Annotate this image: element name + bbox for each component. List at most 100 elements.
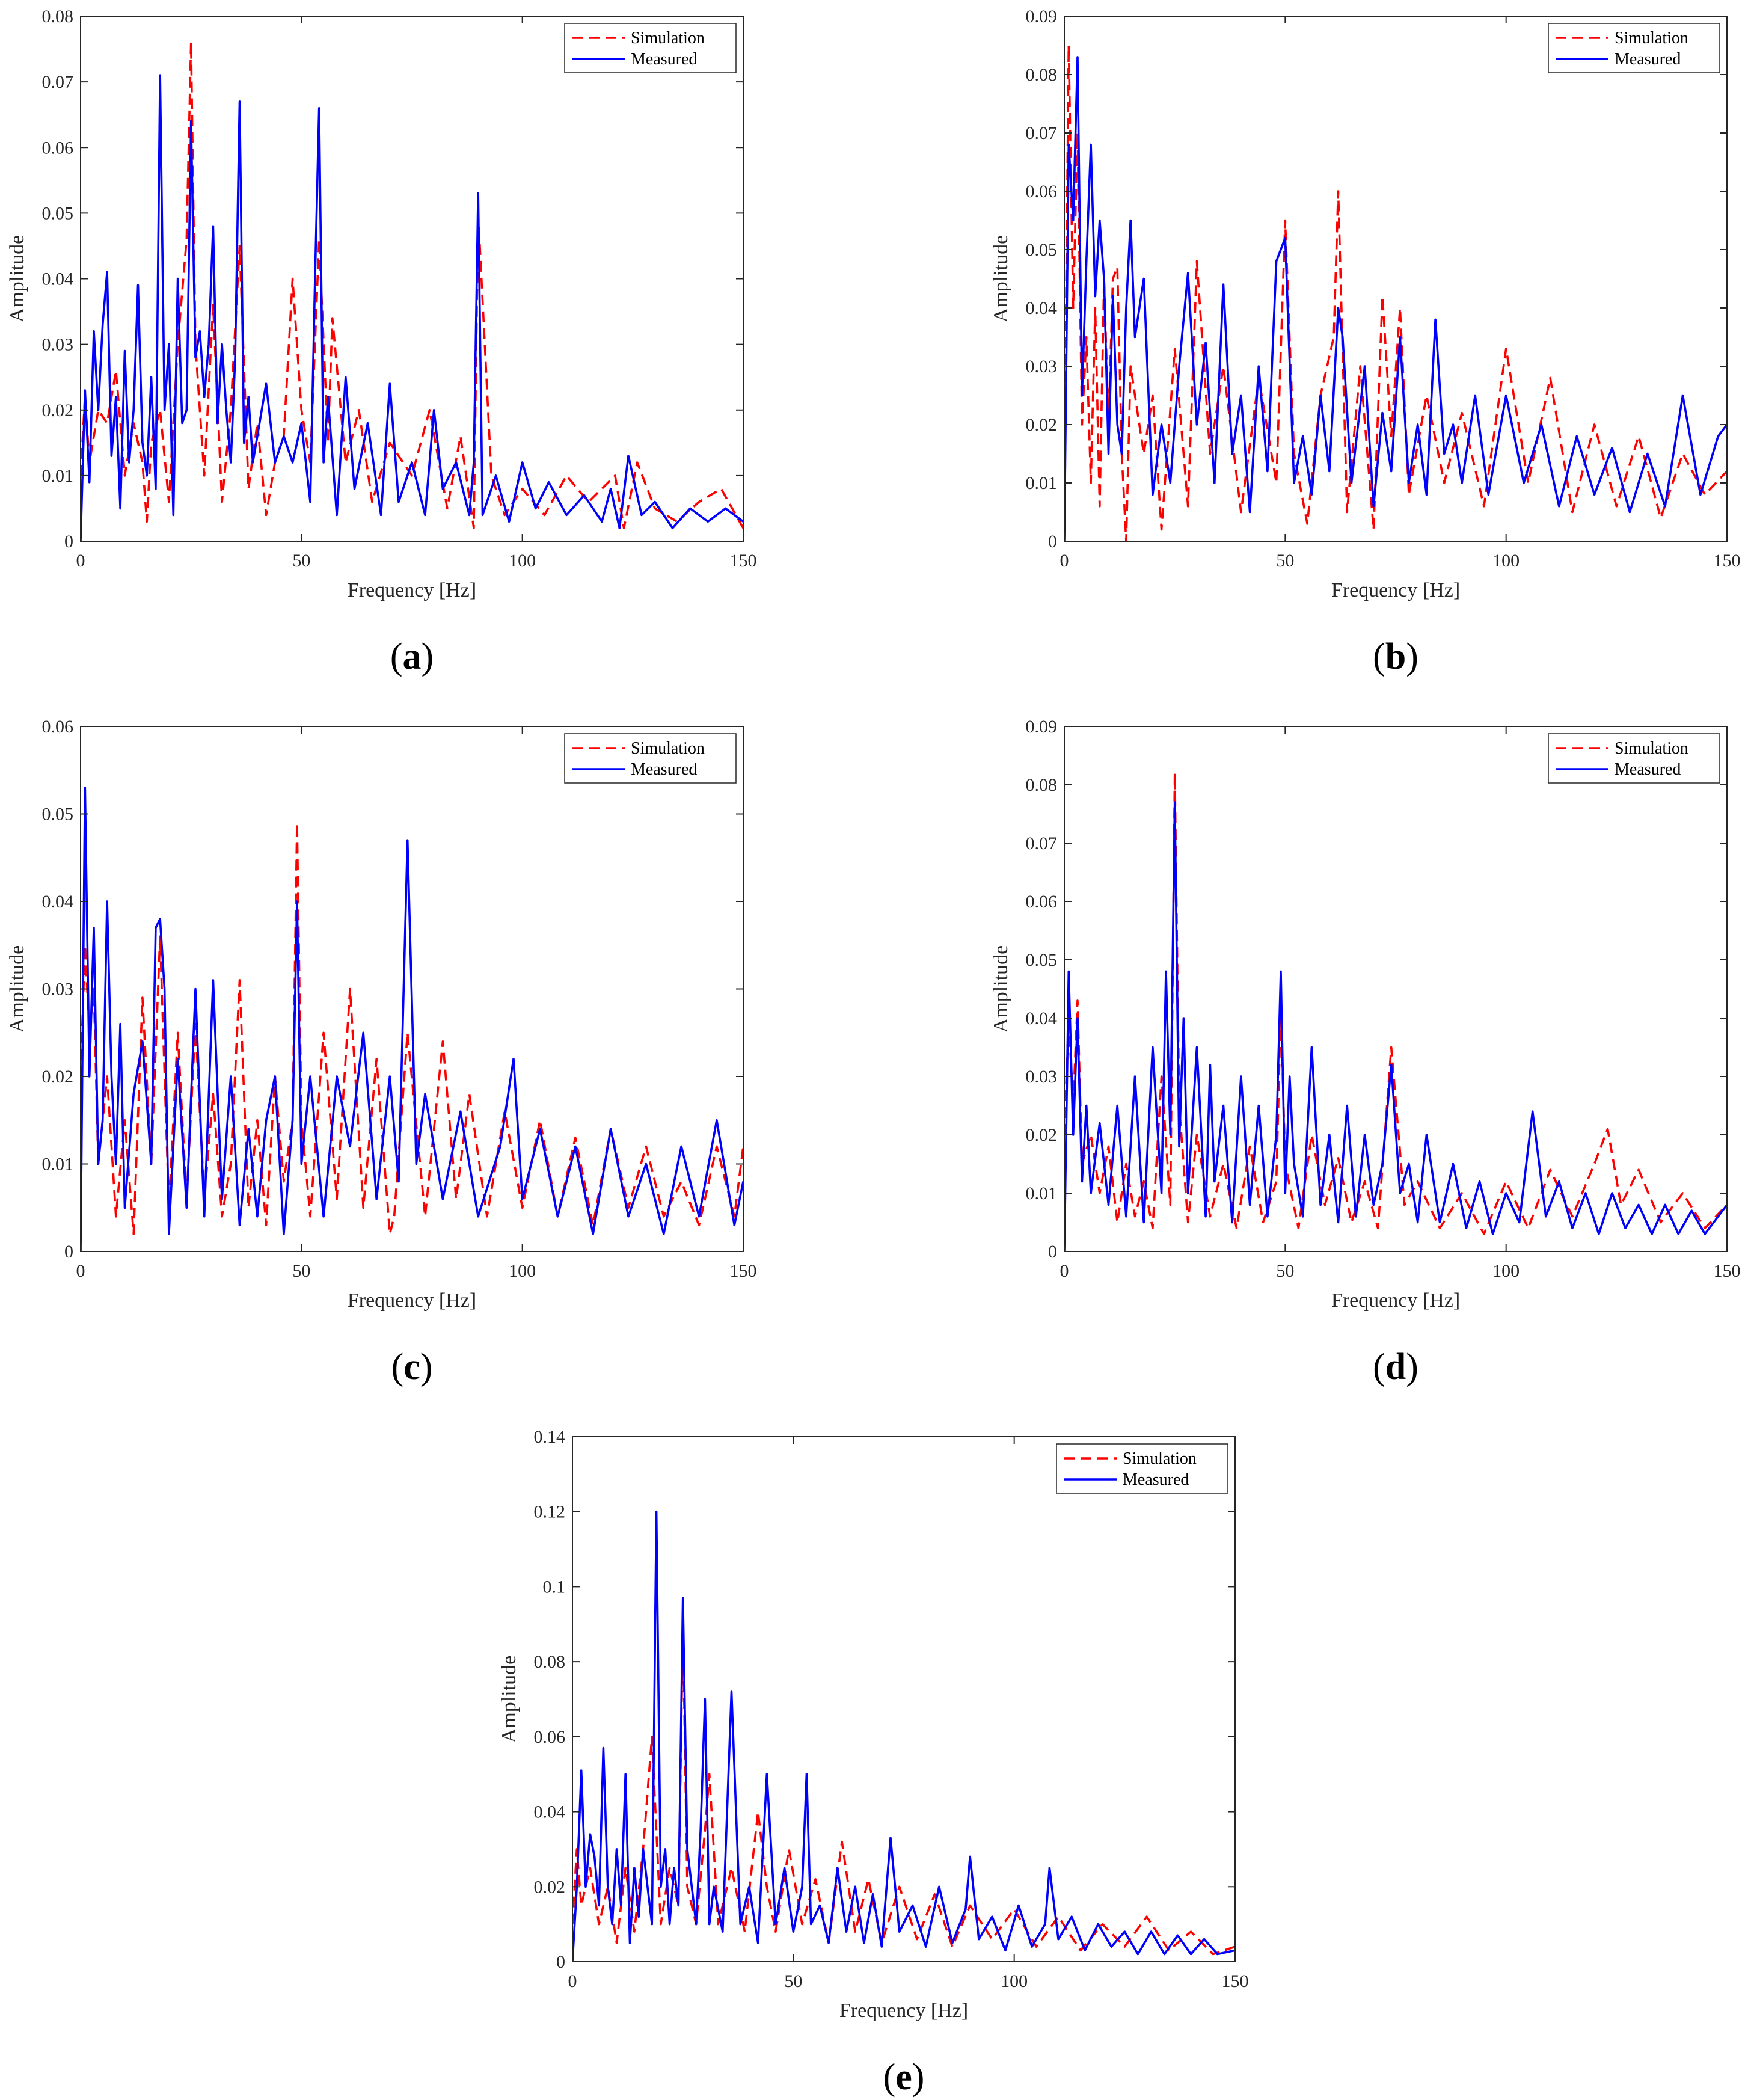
x-tick-label: 0 [1060,551,1069,571]
axes-box [1064,726,1728,1252]
y-tick-label: 0 [556,1952,565,1972]
plot-area [1064,726,1727,1251]
y-axis-label: Amplitude [498,1656,520,1743]
x-axis-label: Frequency [Hz] [1331,1289,1460,1312]
series-line-simulation [1064,44,1727,541]
x-tick-label: 50 [292,551,310,571]
series-line-measured [1064,56,1727,541]
y-tick-label: 0.12 [534,1502,566,1522]
y-tick-label: 0.02 [534,1877,566,1897]
legend-box [1056,1443,1228,1494]
legend: Simulation Measured [1548,23,1720,73]
chart-panel-d: 0 50 100 150 0 0.01 0.02 0.03 0.04 0.05 0.06 0.07 0.… [990,717,1741,1387]
series-group [1064,44,1727,541]
chart-panel-e: 0 50 100 150 0 0.02 0.04 0.06 0.08 0.1 0.12 0.14 Fre… [498,1427,1249,2098]
x-tick-label: 150 [1714,1261,1741,1281]
y-tick-label: 0.02 [42,1067,74,1087]
y-tick-label: 0.05 [42,203,74,223]
legend-label-measured: Measured [1615,50,1681,69]
chart-panel-a: 0 50 100 150 0 0.01 0.02 0.03 0.04 0.05 0.06 0.07 0.… [6,7,757,677]
panel-caption: (a) [390,636,434,677]
series-group [81,787,743,1251]
y-tick-label: 0 [1048,532,1057,551]
x-tick-label: 150 [730,1261,757,1281]
legend-label-simulation: Simulation [1123,1449,1197,1468]
y-tick-label: 0.08 [42,7,74,26]
y-tick-label: 0.06 [42,138,74,158]
legend: Simulation Measured [564,733,737,784]
x-tick-label: 100 [509,1261,536,1281]
series-line-measured [572,1510,1235,1962]
y-axis-label: Amplitude [6,945,28,1033]
legend-box [1548,733,1720,784]
y-tick-label: 0.01 [1026,473,1058,493]
legend-label-measured: Measured [1123,1470,1189,1489]
legend: Simulation Measured [1056,1443,1228,1494]
x-tick-label: 150 [1222,1971,1249,1991]
x-axis-label: Frequency [Hz] [348,579,476,601]
x-tick-label: 0 [1060,1261,1069,1281]
y-tick-label: 0.06 [1026,182,1058,201]
y-tick-label: 0.04 [42,269,74,289]
x-tick-label: 50 [1276,551,1294,571]
panel-caption: (e) [883,2057,925,2098]
y-tick-label: 0.07 [1026,123,1058,143]
y-tick-label: 0.09 [1026,7,1058,26]
x-tick-label: 0 [568,1971,577,1991]
y-tick-label: 0 [64,532,73,551]
series-line-measured [81,787,743,1251]
y-tick-label: 0.03 [42,980,74,999]
legend-label-measured: Measured [631,50,697,69]
x-axis-label: Frequency [Hz] [348,1289,476,1312]
y-tick-label: 0.01 [42,466,74,486]
series-line-measured [1064,801,1727,1251]
legend-label-simulation: Simulation [1615,29,1688,48]
plot-area [572,1437,1235,1962]
axes-box [572,1436,1236,1962]
y-tick-label: 0.01 [1026,1184,1058,1203]
y-tick-label: 0.02 [42,401,74,420]
legend-label-simulation: Simulation [631,29,705,48]
x-tick-label: 100 [1001,1971,1028,1991]
legend-box [564,23,737,73]
y-tick-label: 0.06 [534,1727,566,1747]
panel-caption: (b) [1373,636,1418,677]
panel-caption: (c) [391,1346,433,1387]
y-tick-label: 0.09 [1026,717,1058,737]
series-group [81,41,743,541]
x-tick-label: 0 [76,1261,85,1281]
y-tick-label: 0.04 [534,1802,566,1822]
legend: Simulation Measured [564,23,737,73]
y-tick-label: 0 [1048,1242,1057,1262]
y-tick-label: 0.03 [1026,357,1058,376]
y-tick-label: 0.14 [534,1427,566,1447]
y-tick-label: 0.02 [1026,1125,1058,1145]
y-tick-label: 0.06 [42,717,74,737]
y-tick-label: 0.05 [42,805,74,824]
series-group [572,1510,1235,1962]
y-tick-label: 0.08 [1026,65,1058,85]
x-tick-label: 150 [1714,551,1741,571]
y-tick-label: 0.04 [1026,298,1058,318]
plot-area [1064,16,1727,541]
y-tick-label: 0.07 [1026,834,1058,853]
x-tick-label: 100 [1492,1261,1520,1281]
x-axis-label: Frequency [Hz] [1331,579,1460,601]
x-tick-label: 100 [1492,551,1520,571]
x-axis-label: Frequency [Hz] [839,2000,968,2022]
axes-box [1064,16,1728,542]
x-tick-label: 50 [1276,1261,1294,1281]
y-tick-label: 0.05 [1026,240,1058,260]
chart-panel-c: 0 50 100 150 0 0.01 0.02 0.03 0.04 0.05 0.06 Freque… [6,717,757,1387]
y-tick-label: 0 [64,1242,73,1262]
legend-label-simulation: Simulation [631,739,705,758]
legend-label-measured: Measured [1615,760,1681,779]
y-tick-label: 0.06 [1026,892,1058,912]
x-tick-label: 0 [76,551,85,571]
y-tick-label: 0.01 [42,1155,74,1174]
y-tick-label: 0.02 [1026,415,1058,435]
y-axis-label: Amplitude [6,235,28,322]
y-tick-label: 0.04 [42,892,74,912]
series-line-simulation [81,41,743,530]
panel-caption: (d) [1373,1346,1418,1387]
